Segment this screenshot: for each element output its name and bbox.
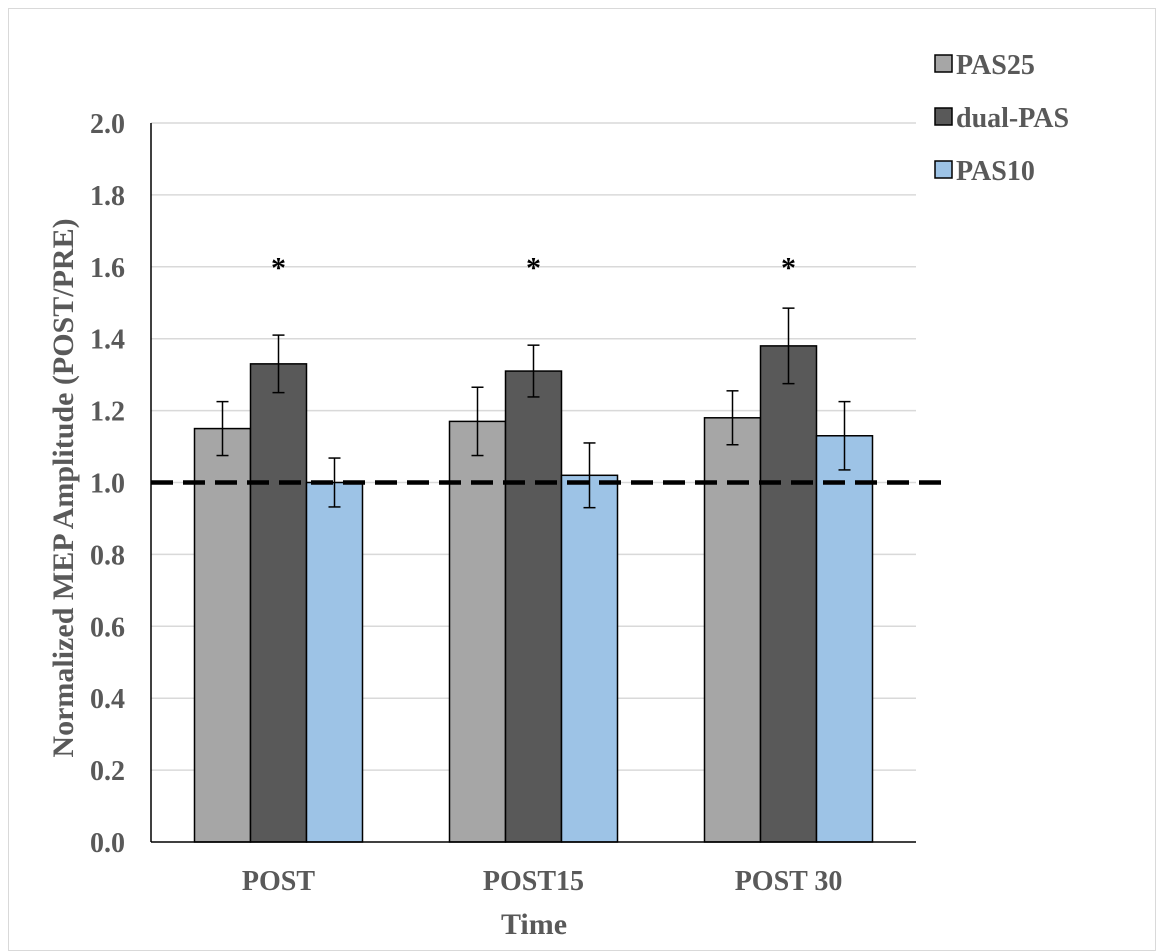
y-axis-title: Normalized MEP Amplitude (POST/PRE) — [47, 218, 80, 757]
legend-swatch — [934, 160, 953, 179]
legend-label: dual-PAS — [956, 103, 1069, 134]
bar — [504, 370, 563, 843]
significance-marker: * — [526, 252, 541, 285]
annotations: * * * — [271, 252, 796, 285]
y-tick-label: 0.6 — [90, 612, 125, 643]
legend: PAS25 dual-PAS PAS10 — [934, 50, 1069, 187]
bar — [448, 420, 507, 843]
error-bars — [216, 307, 851, 509]
legend-label: PAS25 — [956, 50, 1035, 81]
bar — [815, 435, 874, 843]
bar — [759, 345, 818, 843]
x-axis-title: Time — [501, 908, 567, 941]
x-tick-label: POST15 — [483, 866, 584, 897]
significance-marker: * — [781, 252, 796, 285]
significance-marker: * — [271, 252, 286, 285]
y-tick-label: 0.4 — [90, 684, 125, 715]
y-tick-label: 0.8 — [90, 540, 125, 571]
y-tick-label: 1.6 — [90, 253, 125, 284]
legend-label: PAS10 — [956, 156, 1035, 187]
y-tick-label: 1.4 — [90, 325, 125, 356]
y-tick-label: 0.2 — [90, 756, 125, 787]
y-tick-label: 1.0 — [90, 469, 125, 500]
legend-swatch — [934, 54, 953, 73]
bars — [193, 345, 874, 843]
bar — [249, 363, 308, 843]
bar — [193, 427, 252, 843]
bar — [305, 481, 364, 843]
y-tick-label: 0.0 — [90, 828, 125, 859]
y-tick-label: 2.0 — [90, 109, 125, 140]
x-tick-label: POST 30 — [735, 866, 843, 897]
bar — [560, 474, 619, 843]
y-tick-label: 1.8 — [90, 181, 125, 212]
y-tick-label: 1.2 — [90, 397, 125, 428]
legend-swatch — [934, 107, 953, 126]
x-tick-label: POST — [242, 866, 315, 897]
